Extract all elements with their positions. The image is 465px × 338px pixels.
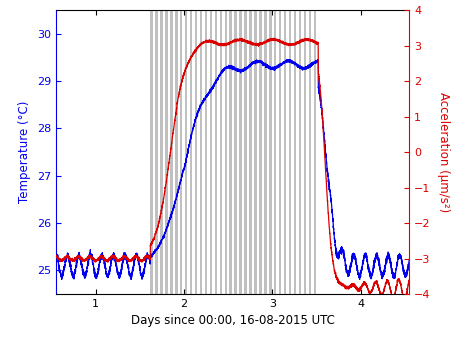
Bar (190, 10, 193, 294)
Bar (299, 10, 301, 294)
Bar (205, 10, 207, 294)
X-axis label: Days since 00:00, 16-08-2015 UTC: Days since 00:00, 16-08-2015 UTC (131, 314, 334, 328)
Bar (239, 10, 242, 294)
Bar (150, 10, 153, 294)
Bar (294, 10, 296, 294)
Bar (264, 10, 266, 294)
Bar (185, 10, 187, 294)
Bar (279, 10, 281, 294)
Bar (249, 10, 252, 294)
Bar (160, 10, 163, 294)
Bar (309, 10, 311, 294)
Bar (230, 10, 232, 294)
Bar (234, 10, 237, 294)
Bar (219, 10, 222, 294)
Y-axis label: Acceleration (μm/s²): Acceleration (μm/s²) (437, 92, 450, 212)
Bar (215, 10, 217, 294)
Bar (313, 10, 316, 294)
Bar (304, 10, 306, 294)
Y-axis label: Temperature (°C): Temperature (°C) (18, 101, 31, 203)
Bar (180, 10, 182, 294)
Bar (165, 10, 168, 294)
Bar (175, 10, 178, 294)
Bar (210, 10, 212, 294)
Bar (274, 10, 277, 294)
Bar (225, 10, 227, 294)
Bar (244, 10, 247, 294)
Bar (254, 10, 257, 294)
Bar (200, 10, 202, 294)
Bar (289, 10, 292, 294)
Bar (269, 10, 272, 294)
Bar (155, 10, 158, 294)
Bar (195, 10, 197, 294)
Bar (259, 10, 262, 294)
Bar (284, 10, 286, 294)
Bar (170, 10, 173, 294)
